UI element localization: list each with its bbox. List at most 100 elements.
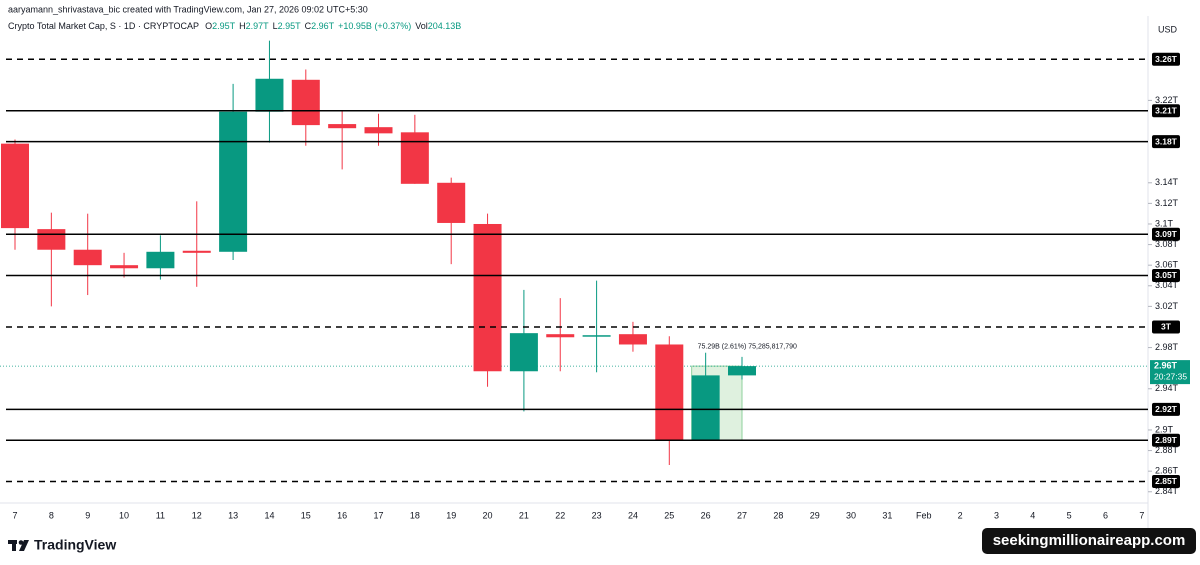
x-tick-label: 9	[85, 510, 90, 520]
candle-body	[473, 223, 502, 372]
x-tick-label: 28	[773, 510, 783, 520]
level-tag	[1152, 104, 1180, 118]
x-tick-label: 31	[882, 510, 892, 520]
candle-body	[219, 111, 248, 252]
currency: USD	[1158, 24, 1178, 34]
x-tick-label: 16	[337, 510, 347, 520]
candle-body	[110, 265, 139, 269]
y-tick-label: 2.98T	[1155, 342, 1179, 352]
ohlc-value: 2.96T	[311, 21, 335, 31]
x-tick-label: 10	[119, 510, 129, 520]
x-tick-label: 7	[12, 510, 17, 520]
y-tick-label: 3.12T	[1155, 198, 1179, 208]
level-label: 3T	[1161, 322, 1172, 332]
candle-body	[291, 79, 320, 126]
level-tag	[1152, 474, 1180, 488]
x-tick-label: 4	[1030, 510, 1035, 520]
symbol-legend: Crypto Total Market Cap, S · 1D · CRYPTO…	[8, 21, 461, 31]
x-tick-label: 15	[301, 510, 311, 520]
x-tick-label: 26	[701, 510, 711, 520]
level-label: 2.89T	[1155, 435, 1178, 445]
level-label: 3.05T	[1155, 270, 1178, 280]
symbol: Crypto Total Market Cap, S · 1D · CRYPTO…	[8, 21, 199, 31]
x-tick-label: 25	[664, 510, 674, 520]
level-tag	[1152, 52, 1180, 66]
level-label: 3.09T	[1155, 229, 1178, 239]
x-tick-label: 11	[156, 510, 165, 520]
candle-body	[37, 229, 66, 250]
candle-body	[255, 78, 284, 112]
y-tick-label: 3.22T	[1155, 95, 1179, 105]
last-price-label: 2.96T	[1154, 360, 1178, 370]
candle-body	[582, 335, 611, 337]
ohlc-value: 2.95T	[278, 21, 302, 31]
candle-body	[146, 251, 175, 269]
brand: TradingView	[34, 537, 116, 553]
ohlc-value: 2.97T	[246, 21, 270, 31]
level-tag	[1152, 135, 1180, 149]
x-tick-label: 22	[555, 510, 565, 520]
y-tick-label: 2.88T	[1155, 445, 1179, 455]
watermark: seekingmillionaireapp.com	[993, 532, 1186, 549]
x-tick-label: 2	[958, 510, 963, 520]
x-tick-label: 24	[628, 510, 638, 520]
x-tick-label: 29	[810, 510, 820, 520]
x-tick-label: Feb	[916, 510, 932, 520]
candle-body	[1, 143, 29, 229]
ohlc-key: O	[205, 21, 212, 31]
credit: aaryamann_shrivastava_bic created with T…	[8, 4, 368, 14]
x-tick-label: 30	[846, 510, 856, 520]
countdown: 20:27:35	[1154, 371, 1187, 381]
candle-body	[328, 124, 357, 129]
x-tick-label: 6	[1103, 510, 1108, 520]
x-tick-label: 5	[1067, 510, 1072, 520]
brand-logo	[8, 540, 29, 551]
candle-body	[618, 334, 647, 345]
x-tick-label: 8	[49, 510, 54, 520]
y-tick-label: 2.94T	[1155, 383, 1179, 393]
level-tag	[1152, 227, 1180, 241]
candle-body	[182, 250, 211, 253]
ohlc-key: L	[273, 21, 278, 31]
x-tick-label: 13	[228, 510, 238, 520]
y-tick-label: 3.04T	[1155, 280, 1179, 290]
candle-body	[655, 344, 684, 441]
level-tag	[1152, 320, 1180, 334]
x-tick-label: 21	[519, 510, 529, 520]
candle-body	[509, 333, 538, 372]
y-tick-label: 3.06T	[1155, 260, 1179, 270]
y-tick-label: 2.9T	[1155, 424, 1174, 434]
y-tick-label: 2.84T	[1155, 486, 1179, 496]
candle-body	[364, 127, 393, 134]
level-label: 2.92T	[1155, 404, 1178, 414]
candle-body	[546, 334, 575, 338]
candle-body	[691, 375, 720, 441]
candle-body	[400, 132, 429, 184]
ohlc-key: C	[305, 21, 312, 31]
x-tick-label: 17	[373, 510, 383, 520]
x-tick-label: 19	[446, 510, 456, 520]
volume-key: Vol	[415, 21, 428, 31]
level-label: 3.21T	[1155, 105, 1178, 115]
level-tag	[1152, 402, 1180, 416]
level-tag	[1152, 268, 1180, 282]
x-tick-label: 3	[994, 510, 999, 520]
candle-body	[728, 366, 756, 376]
volume: 204.13B	[428, 21, 462, 31]
level-label: 2.85T	[1155, 476, 1178, 486]
y-tick-label: 3.02T	[1155, 301, 1179, 311]
y-tick-label: 3.1T	[1155, 218, 1174, 228]
candle-body	[73, 249, 102, 266]
measure-label: 75.29B (2.61%) 75,285,817,790	[698, 344, 797, 351]
y-tick-label: 2.86T	[1155, 466, 1179, 476]
y-tick-label: 3.14T	[1155, 177, 1179, 187]
last-price-tag	[1150, 360, 1190, 385]
level-label: 3.18T	[1155, 136, 1178, 146]
level-tag	[1152, 433, 1180, 447]
candle-body	[437, 182, 466, 223]
x-tick-label: 23	[592, 510, 602, 520]
x-tick-label: 7	[1139, 510, 1144, 520]
watermark-box	[982, 528, 1196, 554]
y-tick-label: 3.08T	[1155, 239, 1179, 249]
